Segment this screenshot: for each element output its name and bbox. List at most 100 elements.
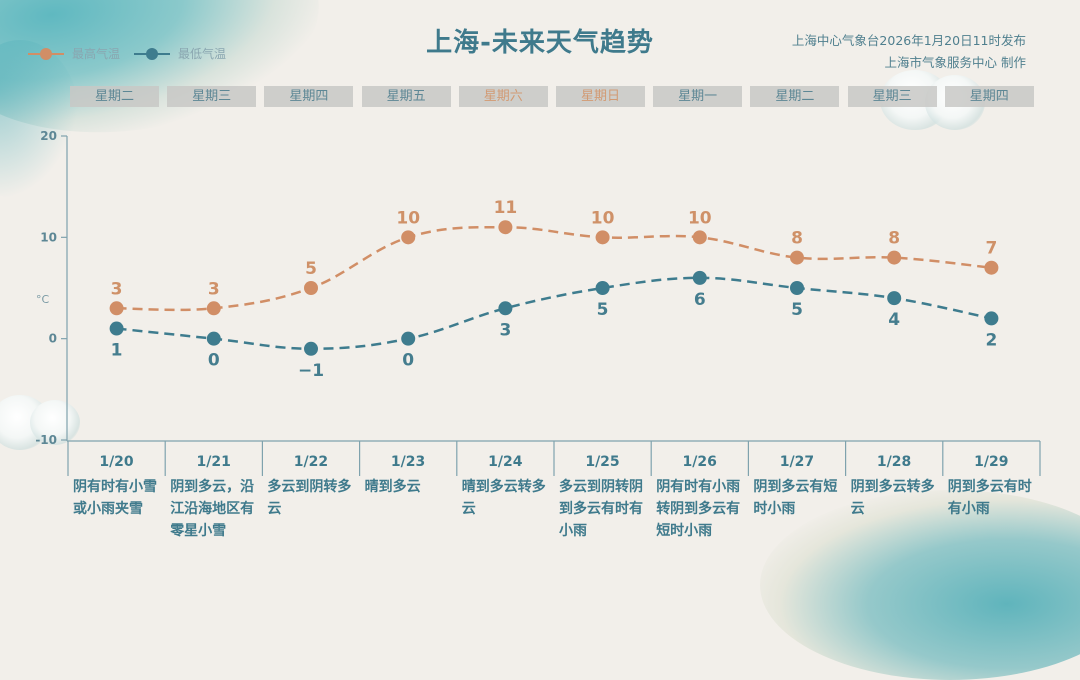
forecast-date: 1/23 bbox=[390, 454, 426, 470]
data-point-label: 0 bbox=[208, 351, 220, 371]
data-point-label: 8 bbox=[791, 229, 803, 249]
data-point-marker bbox=[887, 291, 902, 306]
data-point-label: 6 bbox=[694, 290, 706, 310]
data-point-marker bbox=[692, 270, 707, 285]
weekday-label: 星期日 bbox=[556, 86, 645, 107]
data-point-marker bbox=[984, 260, 999, 275]
forecast-date: 1/27 bbox=[779, 454, 815, 470]
series-line bbox=[116, 225, 992, 312]
forecast-column: 1/26 阴有时有小雨转阴到多云有短时小雨 bbox=[651, 441, 748, 542]
data-point-label: −1 bbox=[298, 361, 324, 381]
forecast-description: 多云到阴转多云 bbox=[267, 479, 352, 517]
weekday-label: 星期三 bbox=[167, 86, 257, 107]
forecast-description: 阴有时有小雪或小雨夹雪 bbox=[73, 479, 157, 517]
data-point-marker bbox=[498, 220, 513, 235]
forecast-column: 1/27 阴到多云有短时小雨 bbox=[748, 441, 845, 520]
forecast-description: 晴到多云 bbox=[364, 479, 421, 495]
forecast-column: 1/25 多云到阴转阴到多云有时有小雨 bbox=[554, 441, 651, 542]
forecast-column: 1/24 晴到多云转多云 bbox=[457, 441, 554, 520]
page-title: 上海-未来天气趋势 bbox=[426, 28, 654, 58]
forecast-column: 1/21 阴到多云，沿江沿海地区有零星小雪 bbox=[165, 441, 262, 542]
series-line bbox=[116, 276, 992, 351]
chart-legend: 最高气温 最低气温 bbox=[28, 45, 226, 62]
forecast-date: 1/29 bbox=[974, 454, 1009, 470]
data-point-label: 5 bbox=[791, 300, 803, 320]
series-low-temperature: 1 0 −1 0 3 5 6 5 4 2 bbox=[109, 270, 999, 381]
data-point-label: 1 bbox=[111, 341, 123, 361]
legend-high-marker-icon bbox=[28, 47, 64, 60]
weekday-label: 星期四 bbox=[264, 86, 354, 107]
forecast-date: 1/28 bbox=[876, 454, 912, 470]
weekday-label: 星期二 bbox=[70, 86, 159, 107]
data-point-label: 7 bbox=[985, 239, 997, 259]
data-point-marker bbox=[304, 281, 318, 295]
data-point-marker bbox=[984, 311, 999, 326]
y-axis-unit: °C bbox=[36, 293, 50, 306]
legend-high-label: 最高气温 bbox=[72, 47, 121, 61]
data-point-label: 3 bbox=[208, 279, 220, 299]
forecast-description: 阴有时有小雨转阴到多云有短时小雨 bbox=[656, 479, 741, 539]
data-point-marker bbox=[595, 230, 610, 245]
y-tick-label: 20 bbox=[40, 129, 57, 143]
legend-low-marker-icon bbox=[134, 47, 171, 60]
data-point-marker bbox=[401, 230, 416, 245]
data-point-marker bbox=[401, 331, 416, 346]
forecast-date: 1/26 bbox=[682, 454, 717, 470]
forecast-date: 1/25 bbox=[585, 454, 620, 470]
forecast-description: 阴到多云有短时小雨 bbox=[753, 479, 838, 517]
data-point-label: 0 bbox=[402, 351, 414, 371]
data-point-label: 5 bbox=[597, 300, 609, 320]
producer: 上海市气象服务中心 制作 bbox=[884, 55, 1026, 70]
data-point-marker bbox=[692, 230, 707, 245]
forecast-description: 晴到多云转多云 bbox=[461, 479, 546, 517]
publish-time: 上海中心气象台2026年1月20日11时发布 bbox=[791, 33, 1026, 48]
data-point-label: 3 bbox=[111, 279, 123, 299]
data-point-label: 8 bbox=[888, 229, 900, 249]
data-point-label: 4 bbox=[888, 310, 900, 330]
forecast-description: 阴到多云，沿江沿海地区有零星小雪 bbox=[170, 479, 255, 539]
data-point-marker bbox=[790, 250, 804, 265]
legend-item-high: 最高气温 bbox=[28, 45, 120, 62]
forecast-column: 1/22 多云到阴转多云 bbox=[262, 441, 359, 520]
forecast-description: 阴到多云有时有小雨 bbox=[947, 479, 1032, 517]
data-point-label: 3 bbox=[499, 320, 511, 340]
forecast-column: 1/20 阴有时有小雪或小雨夹雪 bbox=[68, 441, 165, 520]
forecast-column: 1/28 阴到多云转多云 bbox=[846, 441, 943, 520]
y-tick-label: -10 bbox=[35, 433, 57, 447]
data-point-marker bbox=[109, 301, 124, 316]
forecast-description: 多云到阴转阴到多云有时有小雨 bbox=[559, 479, 643, 539]
series-high-temperature: 3 3 5 10 11 10 10 8 8 7 bbox=[109, 198, 999, 316]
data-point-marker bbox=[206, 301, 221, 316]
data-point-label: 10 bbox=[396, 208, 420, 228]
data-point-label: 11 bbox=[494, 198, 518, 218]
data-point-label: 2 bbox=[985, 330, 997, 350]
data-point-marker bbox=[206, 331, 221, 346]
data-point-label: 10 bbox=[688, 208, 712, 228]
data-point-marker bbox=[595, 281, 610, 295]
legend-item-low: 最低气温 bbox=[134, 45, 226, 62]
publisher-info: 上海中心气象台2026年1月20日11时发布 上海市气象服务中心 制作 bbox=[792, 30, 1026, 74]
y-tick-label: 10 bbox=[40, 230, 57, 244]
data-point-marker bbox=[304, 341, 318, 356]
column-dividers bbox=[67, 441, 1041, 476]
forecast-column: 1/23 晴到多云 bbox=[360, 441, 457, 498]
forecast-date: 1/21 bbox=[196, 454, 231, 470]
data-point-marker bbox=[887, 250, 902, 265]
forecast-date: 1/22 bbox=[293, 454, 329, 470]
forecast-date: 1/24 bbox=[488, 454, 523, 470]
weekday-label: 星期二 bbox=[750, 86, 840, 107]
forecast-date: 1/20 bbox=[99, 454, 134, 470]
weekday-label: 星期六 bbox=[458, 86, 548, 107]
data-point-label: 5 bbox=[305, 259, 317, 279]
weekday-label: 星期五 bbox=[361, 86, 451, 107]
forecast-column: 1/29 阴到多云有时有小雨 bbox=[943, 441, 1040, 520]
weekday-label: 星期三 bbox=[847, 86, 937, 107]
data-point-marker bbox=[109, 321, 124, 336]
weekday-label: 星期四 bbox=[944, 86, 1034, 107]
data-point-marker bbox=[790, 281, 804, 295]
legend-low-label: 最低气温 bbox=[178, 47, 227, 61]
weekday-label: 星期一 bbox=[653, 86, 743, 107]
forecast-description: 阴到多云转多云 bbox=[850, 479, 935, 517]
y-tick-label: 0 bbox=[49, 332, 57, 346]
